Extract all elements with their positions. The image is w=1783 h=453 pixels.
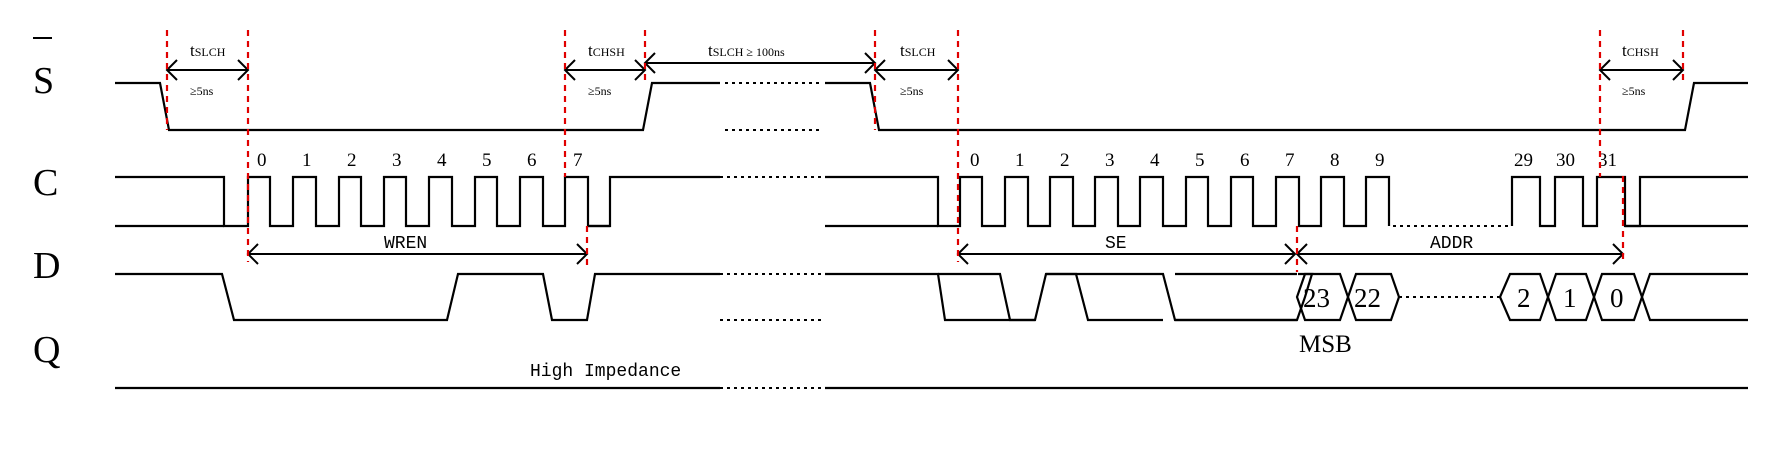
phase-spans: WREN SE ADDR — [246, 234, 1625, 265]
clock-number: 4 — [1150, 150, 1160, 171]
clock-number: 3 — [392, 150, 402, 171]
q-waveform: High Impedance — [115, 362, 1748, 390]
signal-name-q: Q — [33, 329, 60, 371]
signal-names: S C D Q — [33, 37, 60, 371]
clock-number: 9 — [1375, 150, 1385, 171]
timing-min-tslch-2: ≥5ns — [900, 84, 924, 98]
timing-min-tchsh-2: ≥5ns — [1622, 84, 1646, 98]
clock-number: 29 — [1514, 150, 1533, 171]
clock-number: 31 — [1598, 150, 1617, 171]
c-waveform — [115, 175, 1748, 228]
bus-value: 22 — [1354, 283, 1381, 313]
clock-number: 4 — [437, 150, 447, 171]
reference-markers — [165, 30, 1685, 272]
phase-label-wren: WREN — [384, 234, 427, 254]
clock-number: 7 — [573, 150, 583, 171]
clock-number: 6 — [527, 150, 537, 171]
clock-number: 8 — [1330, 150, 1340, 171]
timing-label-tslch-2: tSLCH — [900, 41, 936, 60]
msb-label: MSB — [1299, 331, 1352, 358]
bus-value: 23 — [1303, 283, 1330, 313]
bus-value: 0 — [1610, 283, 1624, 313]
clock-numbers-first: 0 1 2 3 4 5 6 7 — [257, 150, 583, 171]
clock-number: 5 — [1195, 150, 1205, 171]
clock-number: 1 — [302, 150, 312, 171]
timing-label-tchsh: tCHSH — [588, 41, 625, 60]
signal-name-d: D — [33, 245, 60, 287]
clock-number: 6 — [1240, 150, 1250, 171]
signal-name-c: C — [33, 162, 58, 204]
d-waveform — [115, 272, 1314, 322]
timing-label-tslch: tSLCH — [190, 41, 226, 60]
s-waveform — [115, 81, 1748, 132]
clock-number: 5 — [482, 150, 492, 171]
clock-number: 0 — [970, 150, 980, 171]
bus-value: 2 — [1517, 283, 1531, 313]
timing-label-tchsh-2: tCHSH — [1622, 41, 1659, 60]
clock-number: 2 — [1060, 150, 1070, 171]
signal-name-s: S — [33, 60, 54, 102]
clock-number: 1 — [1015, 150, 1025, 171]
clock-number: 0 — [257, 150, 267, 171]
phase-label-se: SE — [1105, 234, 1127, 254]
timing-min-tchsh: ≥5ns — [588, 84, 612, 98]
phase-label-addr: ADDR — [1430, 234, 1473, 254]
timing-parameters: tSLCH ≥5ns tCHSH ≥5ns tSLCH ≥ 100ns tSLC… — [165, 41, 1685, 98]
clock-number: 7 — [1285, 150, 1295, 171]
d-bus: 23 22 2 1 0 MSB — [1175, 272, 1748, 358]
clock-number: 30 — [1556, 150, 1575, 171]
timing-min-tslch: ≥5ns — [190, 84, 214, 98]
clock-number: 2 — [347, 150, 357, 171]
timing-label-tslch-100ns: tSLCH ≥ 100ns — [708, 41, 785, 60]
bus-value: 1 — [1563, 283, 1577, 313]
q-state-label: High Impedance — [530, 362, 681, 382]
clock-numbers-second: 0 1 2 3 4 5 6 7 8 9 29 30 31 — [970, 150, 1617, 171]
clock-number: 3 — [1105, 150, 1115, 171]
